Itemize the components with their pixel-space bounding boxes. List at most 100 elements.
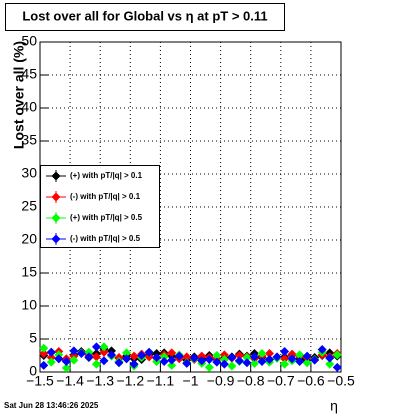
data-point [167, 348, 177, 358]
data-point [280, 354, 290, 364]
data-point [182, 358, 192, 368]
y-tick-label: 40 [21, 99, 37, 115]
x-tick-label: −1 [183, 373, 199, 389]
data-point [84, 352, 94, 362]
data-point [91, 352, 101, 362]
data-point [249, 352, 259, 362]
data-point [310, 355, 320, 365]
data-point [61, 363, 71, 373]
legend-label: (+) with pT/|q| > 0.5 [70, 213, 143, 222]
y-axis-label: Lost over all (%) [11, 41, 27, 149]
data-point [257, 356, 267, 366]
data-point [295, 356, 305, 366]
x-tick-label: −1.3 [86, 373, 114, 389]
legend-marker [51, 234, 61, 244]
legend-label: (+) with pT/|q| > 0.1 [70, 171, 143, 180]
data-point [159, 352, 169, 362]
data-point [129, 351, 139, 361]
y-tick-label: 30 [21, 165, 37, 181]
data-point [174, 351, 184, 361]
data-point [46, 347, 56, 357]
data-point [219, 359, 229, 369]
data-point [287, 354, 297, 364]
data-point [91, 342, 101, 352]
data-point [167, 355, 177, 365]
data-point [242, 358, 252, 368]
y-tick-label: 0 [29, 363, 37, 379]
legend-label: (-) with pT/|q| > 0.1 [70, 192, 141, 201]
data-point [122, 348, 132, 358]
x-axis-label: η [330, 398, 338, 414]
data-point [234, 356, 244, 366]
data-point [332, 362, 342, 372]
data-point [76, 349, 86, 359]
data-point [144, 347, 154, 357]
data-point [46, 357, 56, 367]
data-point [189, 353, 199, 363]
x-tick-label: −0.6 [297, 373, 325, 389]
y-tick-label: 35 [21, 132, 37, 148]
data-point [219, 354, 229, 364]
legend-marker [51, 213, 61, 223]
data-point [325, 353, 335, 363]
data-point [91, 359, 101, 369]
data-point [204, 354, 214, 364]
data-point [137, 351, 147, 360]
x-tick-label: −1.2 [116, 373, 144, 389]
data-point [272, 352, 282, 362]
data-point [204, 362, 214, 372]
data-point [332, 350, 342, 360]
y-tick-label: 50 [21, 33, 37, 49]
data-point [219, 350, 229, 360]
data-point [227, 352, 237, 362]
x-tick-label: −1.4 [56, 373, 84, 389]
data-point [106, 350, 116, 360]
data-point [99, 342, 109, 352]
data-point [99, 347, 109, 357]
data-point [167, 360, 177, 370]
data-point [122, 354, 132, 364]
legend-marker [51, 171, 61, 181]
data-point [265, 349, 275, 359]
x-tick-label: −0.7 [267, 373, 295, 389]
y-tick-label: 20 [21, 231, 37, 247]
data-point [227, 361, 237, 371]
data-point [54, 354, 64, 364]
title-box [5, 3, 285, 31]
data-point [197, 356, 207, 366]
chart-title: Lost over all for Global vs η at pT > 0.… [22, 8, 267, 23]
data-point [212, 357, 222, 367]
data-point [295, 350, 305, 360]
data-point [39, 349, 49, 359]
y-tick-label: 15 [21, 264, 37, 280]
data-point [69, 346, 79, 356]
y-tick-label: 10 [21, 297, 37, 313]
data-point [152, 352, 162, 362]
x-tick-label: −0.8 [237, 373, 265, 389]
legend-box [40, 165, 160, 248]
data-point [61, 356, 71, 366]
data-point [257, 349, 267, 359]
data-point [129, 359, 139, 369]
data-point [39, 343, 49, 353]
data-point [280, 347, 290, 357]
data-point [39, 360, 49, 370]
data-point [182, 352, 192, 362]
legend-label: (-) with pT/|q| > 0.5 [70, 234, 141, 243]
data-point [317, 345, 327, 355]
data-point [197, 351, 207, 361]
y-tick-label: 25 [21, 198, 37, 214]
data-point [242, 352, 252, 362]
data-point [302, 358, 312, 368]
data-point [159, 356, 169, 366]
y-tick-label: 45 [21, 66, 37, 82]
legend-marker [51, 192, 61, 202]
data-point [69, 355, 79, 365]
data-point [325, 359, 335, 369]
x-tick-label: −1.1 [147, 373, 175, 389]
timestamp: Sat Jun 28 13:46:26 2025 [4, 401, 99, 410]
data-point [99, 356, 109, 366]
data-point [287, 349, 297, 359]
data-point [280, 359, 290, 369]
